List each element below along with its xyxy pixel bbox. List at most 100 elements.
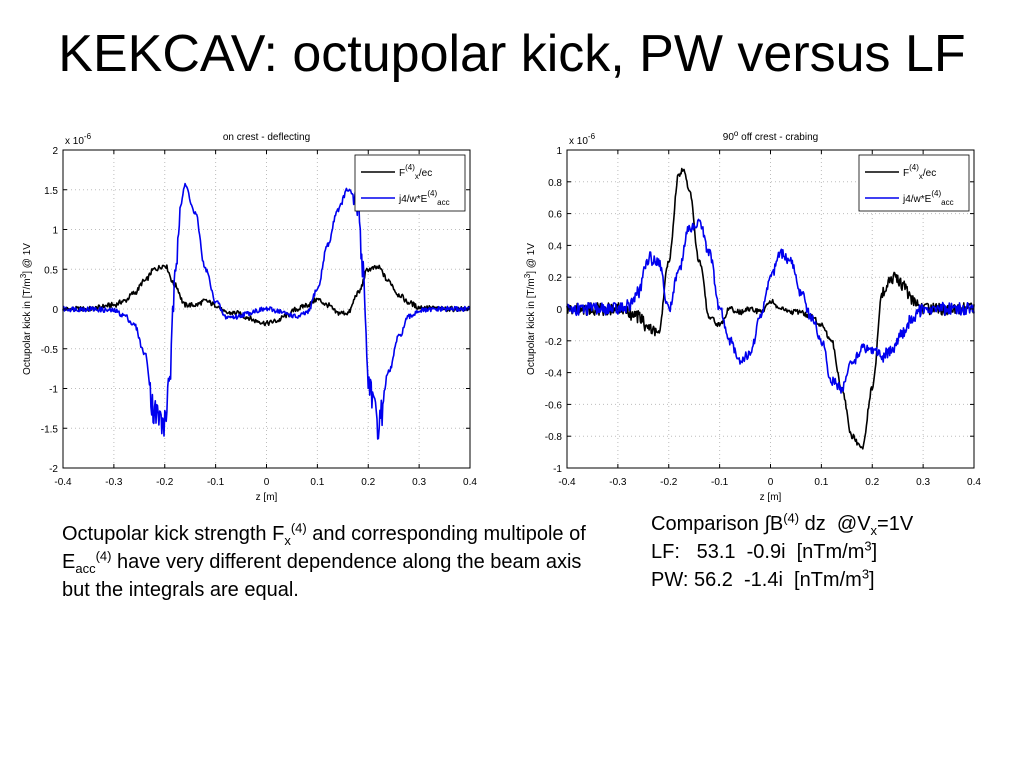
x-tick-label: 0.3 — [412, 477, 426, 488]
y-tick-label: 1 — [52, 226, 58, 237]
caption-part2: and corresponding multipole of E — [62, 523, 586, 573]
legend-entry-sup: (4) — [909, 163, 919, 172]
y-tick-label: 1.5 — [44, 186, 58, 197]
y-axis-label-a: Octupolar kick in [T/m — [526, 278, 537, 375]
series-line-fx — [566, 167, 975, 450]
legend-entry-rest: /ec — [419, 168, 432, 179]
chart-title: on crest - deflecting — [223, 132, 310, 143]
x-tick-label: 0.3 — [916, 477, 930, 488]
caption-sup2: (4) — [95, 548, 112, 564]
y-tick-label: 2 — [52, 146, 58, 157]
chart-svg: -0.4 -0.3 -0.2 -0.1 0 0.1 0.2 0.3 0.4 -2 -1.5 -1 -0.… — [19, 132, 477, 503]
y-tick-label: -2 — [49, 464, 58, 475]
legend-entry-sub: x — [919, 172, 923, 181]
x-tick-label: -0.3 — [105, 477, 123, 488]
comparison-line-pw: PW: 56.2 -1.4i [nTm/m3] — [651, 566, 1011, 594]
legend-entry: F(4)x/ec — [399, 163, 432, 181]
comparison-line-1-sup: (4) — [783, 510, 800, 526]
y-axis-label: Octupolar kick in [T/m3] @ 1V — [523, 243, 537, 375]
y-tick-label: -0.8 — [545, 432, 563, 443]
caption-sup1: (4) — [290, 520, 307, 536]
caption-part3: have very different dependence along the… — [62, 551, 582, 601]
chart-title-sup: o — [734, 129, 739, 138]
legend-entry-sub: x — [415, 172, 419, 181]
x-tick-label: -0.2 — [660, 477, 678, 488]
legend-entry-base: j4/w*E — [902, 194, 932, 205]
chart-off-crest-crabing: -0.4 -0.3 -0.2 -0.1 0 0.1 0.2 0.3 0.4 -1 -0.8 -0.6 -… — [512, 120, 982, 510]
comparison-lf-a: LF: 53.1 -0.9i [nTm/m — [651, 541, 865, 563]
x-tick-label: -0.3 — [609, 477, 627, 488]
y-tick-label: 0.5 — [44, 265, 58, 276]
x-axis-label: z [m] — [256, 492, 278, 503]
series-line-fx — [62, 264, 471, 327]
y-axis-label: Octupolar kick in [T/m3] @ 1V — [19, 243, 33, 375]
legend-entry: j4/w*E(4)acc — [902, 189, 954, 207]
comparison-line-1: Comparison ∫B(4) dz @Vx=1V — [651, 510, 1011, 538]
y-tick-label: 0.2 — [548, 273, 562, 284]
y-tick-label: -0.2 — [545, 337, 563, 348]
y-tick-label: 0 — [556, 305, 562, 316]
legend-entry: F(4)x/ec — [903, 163, 936, 181]
legend-entry-base: j4/w*E — [398, 194, 428, 205]
axis-exponent-power: -6 — [84, 132, 92, 141]
chart-title-rest: off crest - crabing — [738, 132, 818, 143]
legend-box — [354, 154, 466, 212]
axis-exponent: x 10-6 — [65, 132, 92, 147]
x-tick-label: -0.1 — [207, 477, 225, 488]
y-axis-label-b: ] @ 1V — [526, 243, 537, 274]
y-tick-label: 0.8 — [548, 178, 562, 189]
chart-title-main: on crest - deflecting — [223, 132, 310, 143]
y-tick-label: -1 — [49, 385, 58, 396]
caption-sub2: acc — [75, 561, 96, 576]
x-tick-label: -0.4 — [558, 477, 576, 488]
chart-svg: -0.4 -0.3 -0.2 -0.1 0 0.1 0.2 0.3 0.4 -1 -0.8 -0.6 -… — [523, 129, 981, 503]
chart-title-main: 90 — [723, 132, 735, 143]
caption-part1: Octupolar kick strength F — [62, 523, 285, 545]
x-tick-label: 0.2 — [361, 477, 375, 488]
axis-exponent: x 10-6 — [569, 132, 596, 147]
comparison-pw-b: ] — [869, 569, 875, 591]
comparison-line-1-sub: x — [870, 523, 878, 538]
y-axis-label-sup: 3 — [523, 273, 532, 278]
y-tick-label: 0.4 — [548, 241, 562, 252]
legend-entry-base: F — [399, 168, 405, 179]
x-axis-label: z [m] — [760, 492, 782, 503]
x-tick-label: -0.2 — [156, 477, 174, 488]
x-tick-label: 0 — [768, 477, 774, 488]
comparison-line-1-b: dz @V — [799, 513, 871, 535]
chart-on-crest-deflecting: -0.4 -0.3 -0.2 -0.1 0 0.1 0.2 0.3 0.4 -2 -1.5 -1 -0.… — [8, 120, 478, 510]
chart-title: 90o off crest - crabing — [723, 129, 818, 143]
series-line-eacc — [62, 182, 471, 440]
legend-entry-base: F — [903, 168, 909, 179]
legend-entry-sup: (4) — [405, 163, 415, 172]
y-axis-label-a: Octupolar kick in [T/m — [22, 278, 33, 375]
comparison-pw-a: PW: 56.2 -1.4i [nTm/m — [651, 569, 862, 591]
x-tick-label: 0.4 — [967, 477, 981, 488]
y-tick-label: 1 — [556, 146, 562, 157]
comparison-pw-sup: 3 — [861, 566, 870, 582]
x-tick-label: 0 — [264, 477, 270, 488]
y-tick-label: -0.6 — [545, 400, 563, 411]
comparison-lf-b: ] — [871, 541, 878, 563]
x-tick-label: 0.2 — [865, 477, 879, 488]
legend-entry-rest: /ec — [923, 168, 936, 179]
y-axis-label-b: ] @ 1V — [22, 243, 33, 274]
axis-exponent-base: x 10 — [569, 136, 588, 147]
axis-exponent-power: -6 — [588, 132, 596, 141]
y-tick-label: -0.5 — [41, 345, 59, 356]
caption-sub1: x — [284, 533, 291, 548]
y-tick-label: 0.6 — [548, 210, 562, 221]
y-tick-label: -0.4 — [545, 369, 563, 380]
x-tick-label: -0.4 — [54, 477, 72, 488]
axis-exponent-base: x 10 — [65, 136, 84, 147]
y-tick-label: 0 — [52, 305, 58, 316]
comparison-line-lf: LF: 53.1 -0.9i [nTm/m3] — [651, 538, 1011, 566]
comparison-line-1-a: Comparison ∫B — [651, 513, 784, 535]
slide-title: KEKCAV: octupolar kick, PW versus LF — [58, 25, 966, 83]
legend-entry-sup: (4) — [931, 189, 941, 198]
y-tick-label: -1.5 — [41, 424, 59, 435]
x-tick-label: 0.1 — [310, 477, 324, 488]
legend-box — [858, 154, 970, 212]
x-tick-label: 0.4 — [463, 477, 477, 488]
comparison-line-1-c: =1V — [877, 513, 914, 535]
